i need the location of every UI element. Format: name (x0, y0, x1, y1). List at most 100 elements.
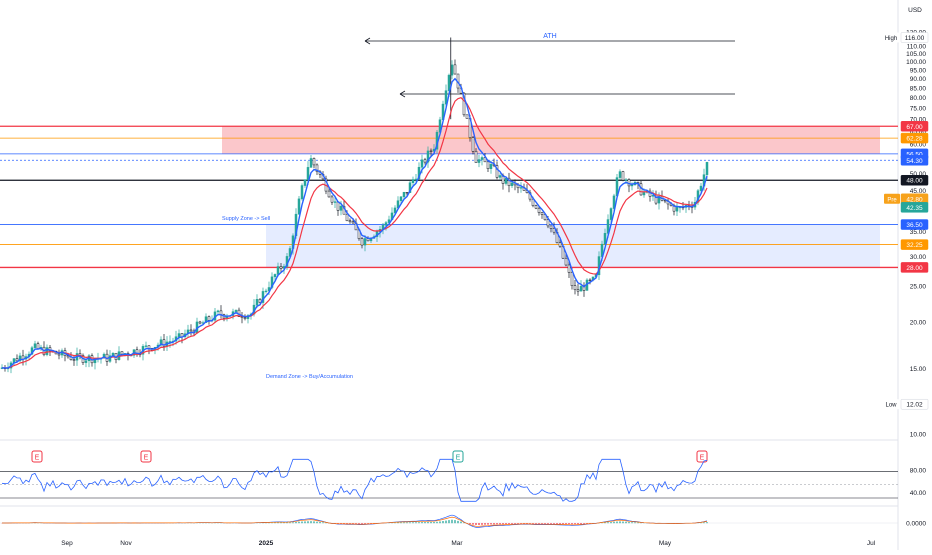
macd-histogram-bar (628, 522, 630, 523)
earnings-marker-label: E (700, 455, 705, 462)
candle (610, 209, 612, 220)
macd-histogram-bar (400, 522, 402, 523)
price-badge-label: 54.30 (906, 158, 923, 165)
macd-histogram-bar (397, 523, 399, 524)
macd-histogram-bar (511, 523, 513, 524)
macd-histogram-bar (493, 523, 495, 524)
macd-histogram-bar (637, 522, 639, 523)
candle (280, 267, 282, 269)
price-tick-label: 25.00 (910, 283, 927, 290)
candle (640, 184, 642, 195)
price-badge-label: 32.25 (906, 242, 923, 249)
macd-histogram-bar (316, 522, 318, 524)
candle (451, 65, 453, 75)
macd-histogram-bar (289, 522, 291, 523)
candle (676, 207, 678, 211)
price-badge-label: 48.00 (906, 178, 923, 185)
macd-histogram-bar (607, 522, 609, 523)
macd-histogram-bar (478, 523, 480, 525)
macd-histogram-bar (319, 522, 321, 523)
macd-histogram-bar (271, 523, 273, 524)
macd-histogram-bar (298, 522, 300, 523)
supply-zone-label: Supply Zone -> Sell (222, 216, 270, 222)
price-badge-label: 67.00 (906, 124, 923, 131)
price-axis[interactable]: 120.00110.00105.00100.0095.0090.0085.008… (883, 30, 928, 528)
candle (631, 185, 633, 186)
macd-histogram-bar (364, 523, 366, 524)
macd-histogram-bar (280, 523, 282, 524)
macd-histogram-bar (619, 521, 621, 523)
rsi-tick-label: 80.00 (910, 468, 927, 475)
rsi-panel (0, 459, 898, 501)
macd-histogram-bar (313, 521, 315, 523)
demand-zone-label: Demand Zone -> Buy/Accumulation (266, 374, 353, 380)
macd-histogram-bar (436, 522, 438, 523)
candle (547, 220, 549, 226)
ath-label: ATH (543, 33, 556, 40)
macd-histogram-bar (532, 523, 534, 524)
macd-histogram-bar (571, 523, 573, 524)
macd-histogram-bar (604, 522, 606, 523)
macd-histogram-bar (409, 522, 411, 523)
macd-histogram-bar (574, 523, 576, 524)
candle (73, 360, 75, 361)
price-tick-label: 35.00 (910, 229, 927, 236)
macd-histogram-bar (412, 522, 414, 523)
candle (538, 208, 540, 212)
macd-histogram-bar (304, 521, 306, 523)
currency-label: USD (908, 7, 922, 14)
candle (334, 202, 336, 203)
candle (313, 158, 315, 164)
macd-histogram-bar (565, 523, 567, 524)
price-badge-side-label: Pre (887, 197, 897, 203)
macd-histogram-bar (496, 523, 498, 524)
macd-histogram-bar (358, 523, 360, 524)
earnings-marker-label: E (456, 455, 461, 462)
macd-histogram-bar (454, 520, 456, 523)
candle (385, 223, 387, 226)
macd-histogram-bar (535, 523, 537, 524)
macd-histogram-bar (307, 521, 309, 523)
macd-histogram-bar (277, 523, 279, 524)
price-badge-side-label: Low (885, 403, 897, 409)
price-badge-side-label: High (885, 36, 897, 42)
price-tick-label: 110.00 (907, 44, 927, 51)
candle (256, 299, 258, 305)
macd-histogram-bar (406, 522, 408, 523)
macd-histogram-bar (550, 523, 552, 524)
macd-histogram-bar (475, 523, 477, 525)
candle (577, 290, 579, 292)
macd-histogram-bar (442, 521, 444, 523)
candle (340, 206, 342, 210)
ath-arrows[interactable]: ATH (365, 33, 735, 97)
candle (274, 274, 276, 276)
candle (541, 212, 543, 214)
macd-histogram-bar (322, 522, 324, 523)
price-tick-label: 10.00 (910, 432, 927, 439)
rsi-line (2, 459, 707, 501)
macd-histogram-bar (472, 523, 474, 525)
candle (412, 180, 414, 183)
candle (145, 346, 147, 347)
macd-histogram-bar (562, 523, 564, 524)
price-tick-label: 95.00 (910, 67, 927, 74)
macd-histogram-bar (577, 523, 579, 524)
candle (706, 162, 708, 174)
candle (490, 164, 492, 168)
macd-histogram-bar (499, 523, 501, 524)
candle (535, 206, 537, 209)
candle (472, 138, 474, 152)
candle (481, 157, 483, 159)
macd-histogram-bar (451, 520, 453, 523)
price-tick-label: 15.00 (910, 366, 927, 373)
moving-averages (2, 79, 707, 368)
candle (349, 221, 351, 222)
candle (352, 222, 354, 223)
macd-panel (0, 515, 898, 527)
candle (331, 197, 333, 202)
candle (346, 214, 348, 221)
macd-histogram-bar (610, 522, 612, 523)
